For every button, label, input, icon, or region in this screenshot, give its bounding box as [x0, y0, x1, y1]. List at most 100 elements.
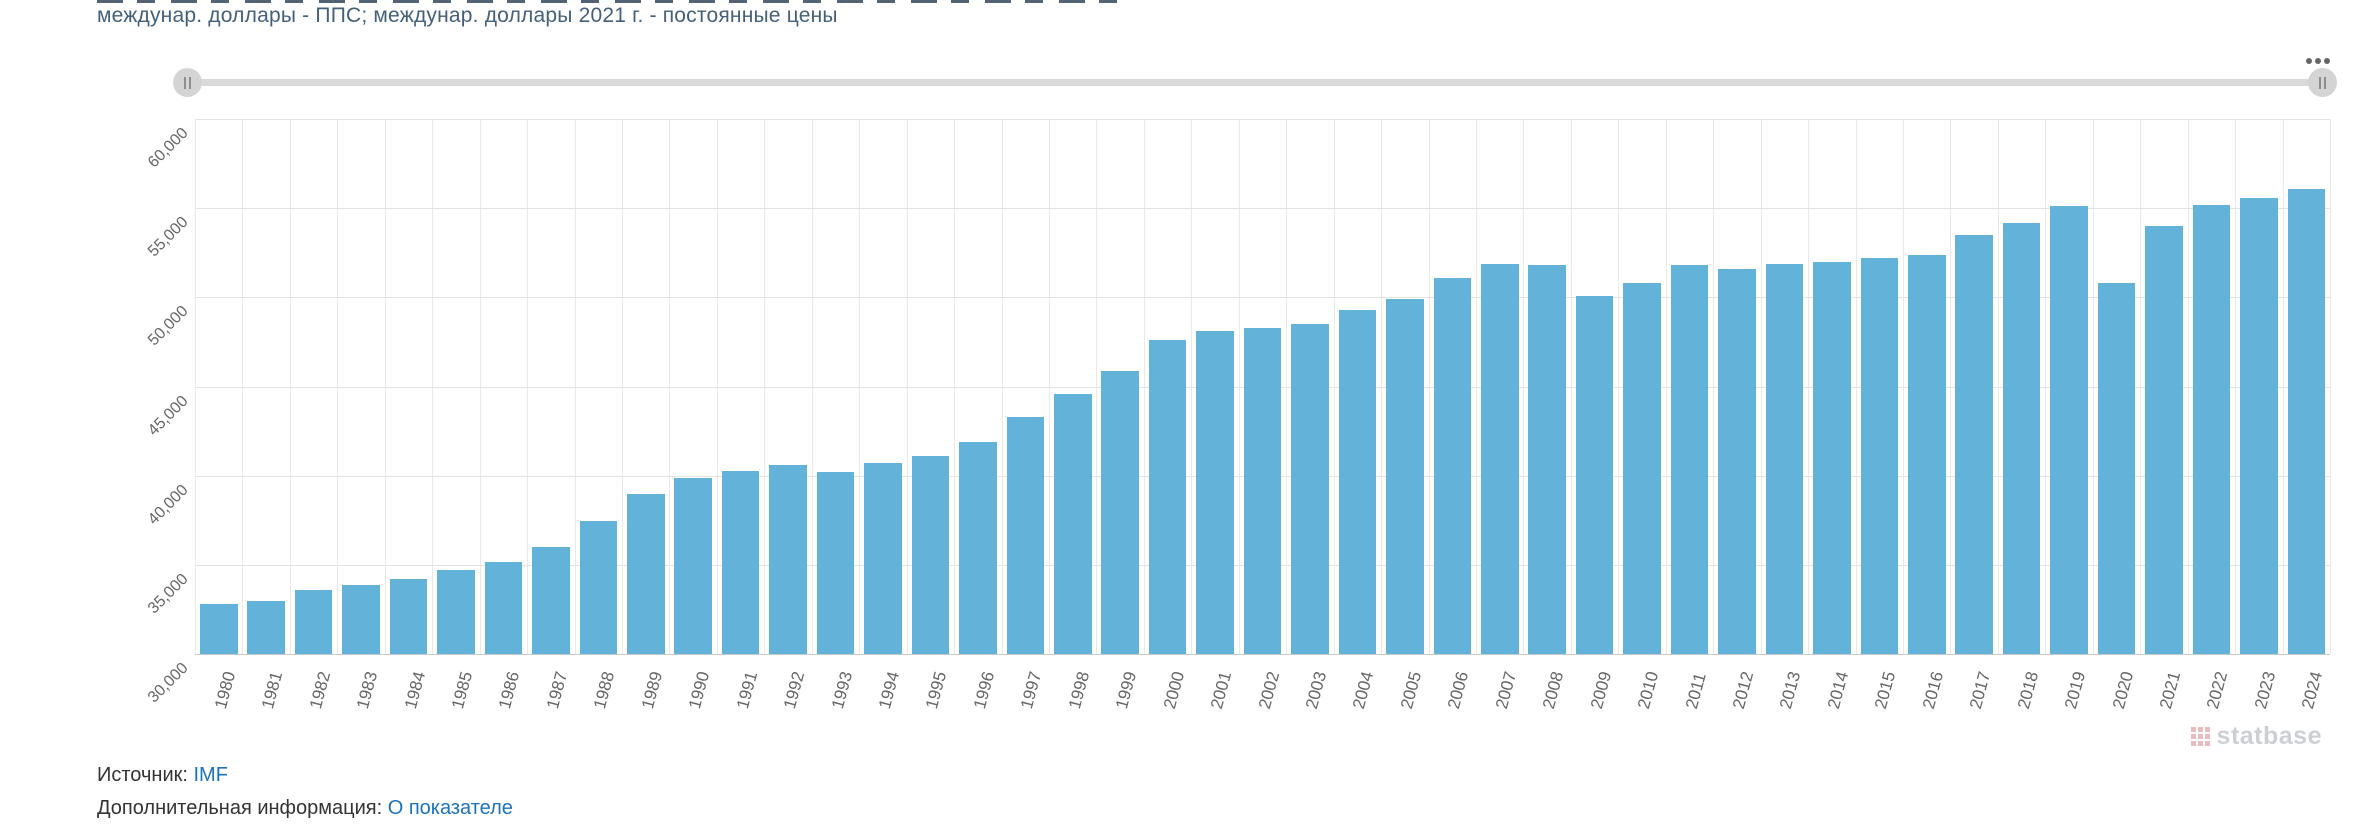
- bar-2000[interactable]: [1148, 340, 1187, 655]
- x-axis-tick-label: 2018: [2013, 669, 2042, 711]
- x-axis-tick-label: 2020: [2108, 669, 2137, 711]
- bar-2012[interactable]: [1718, 268, 1756, 655]
- x-axis-tick-label: 1982: [305, 669, 334, 711]
- bar-2001[interactable]: [1196, 331, 1234, 655]
- x-axis-tick-label: 2005: [1396, 669, 1425, 711]
- x-axis-tick-label: 2000: [1159, 669, 1188, 711]
- bar-2010[interactable]: [1623, 283, 1661, 655]
- clipped-text-fragment: [97, 0, 1132, 3]
- bar-1992[interactable]: [769, 465, 807, 655]
- x-axis-tick-label: 2010: [1634, 669, 1663, 711]
- x-axis-tick-label: 1987: [542, 669, 571, 711]
- x-axis-tick-label: 1999: [1112, 669, 1141, 711]
- y-axis-tick-label: 40,000: [145, 481, 192, 529]
- x-axis-tick-label: 1990: [685, 669, 714, 711]
- x-axis-tick-label: 1994: [874, 669, 904, 711]
- watermark-text: statbase: [2216, 722, 2322, 750]
- x-axis-tick-label: 1989: [637, 669, 666, 711]
- bar-2003[interactable]: [1291, 324, 1329, 655]
- bar-2013[interactable]: [1765, 263, 1804, 655]
- x-axis-tick-label: 2002: [1254, 669, 1283, 711]
- bar-2004[interactable]: [1338, 309, 1377, 655]
- range-slider-handle-left[interactable]: [173, 68, 202, 97]
- bar-2021[interactable]: [2145, 226, 2183, 655]
- bar-2015[interactable]: [1860, 258, 1898, 655]
- x-axis-tick-label: 1985: [447, 669, 477, 711]
- bar-1987[interactable]: [532, 547, 570, 655]
- x-axis-tick-label: 2003: [1301, 669, 1331, 711]
- bar-2018[interactable]: [2002, 222, 2041, 655]
- horizontal-gridline: [195, 297, 2330, 299]
- x-axis-tick-label: 2014: [1823, 669, 1852, 711]
- x-axis-tick-label: 1997: [1017, 669, 1046, 711]
- x-axis-tick-label: 2017: [1966, 669, 1995, 711]
- bar-1995[interactable]: [911, 456, 950, 655]
- source-link[interactable]: IMF: [193, 764, 228, 786]
- y-axis-tick-label: 55,000: [145, 213, 192, 261]
- bar-1998[interactable]: [1054, 393, 1092, 655]
- x-axis-tick-label: 2022: [2203, 669, 2232, 711]
- x-axis-tick-label: 1998: [1064, 669, 1093, 711]
- vertical-gridline: [2330, 119, 2331, 655]
- range-slider-track[interactable]: [196, 79, 2314, 86]
- bar-1994[interactable]: [864, 463, 902, 655]
- bar-2019[interactable]: [2050, 206, 2088, 655]
- x-axis-tick-label: 2006: [1444, 669, 1473, 711]
- statbase-logo-icon: [2190, 727, 2210, 746]
- bar-1993[interactable]: [816, 472, 855, 655]
- bar-1985[interactable]: [437, 570, 475, 655]
- range-slider-handle-right[interactable]: [2308, 68, 2337, 97]
- bar-1989[interactable]: [627, 493, 665, 655]
- bar-1982[interactable]: [294, 590, 333, 655]
- bar-2011[interactable]: [1670, 265, 1709, 655]
- x-axis-tick-label: 2024: [2298, 669, 2327, 711]
- bar-1984[interactable]: [389, 579, 428, 655]
- x-axis-tick-label: 2021: [2155, 669, 2185, 711]
- bar-2006[interactable]: [1433, 277, 1471, 655]
- more-options-icon[interactable]: [2306, 58, 2330, 64]
- bar-1986[interactable]: [484, 561, 523, 655]
- x-axis-tick-label: 1981: [258, 669, 287, 711]
- bar-1980[interactable]: [200, 604, 238, 655]
- bar-1983[interactable]: [342, 584, 380, 655]
- bar-2020[interactable]: [2097, 283, 2136, 655]
- y-axis-tick-label: 35,000: [145, 570, 192, 618]
- y-axis-tick-label: 30,000: [145, 659, 192, 707]
- x-axis-tick-label: 2001: [1207, 669, 1236, 711]
- drag-handle-icon: [2324, 76, 2326, 89]
- watermark: statbase: [2190, 722, 2322, 751]
- bar-2014[interactable]: [1813, 261, 1851, 655]
- x-axis-tick-label: 1991: [732, 669, 761, 711]
- bar-1991[interactable]: [721, 470, 760, 655]
- bar-2023[interactable]: [2240, 197, 2278, 655]
- bar-2022[interactable]: [2192, 204, 2231, 655]
- info-line: Дополнительная информация: О показателе: [97, 797, 513, 820]
- x-axis-tick-label: 2015: [1871, 669, 1900, 711]
- bar-2017[interactable]: [1955, 235, 1993, 655]
- y-axis-tick-label: 60,000: [145, 124, 192, 172]
- source-line: Источник: IMF: [97, 764, 228, 787]
- bar-1981[interactable]: [247, 600, 285, 655]
- bar-2007[interactable]: [1481, 263, 1519, 655]
- bar-2016[interactable]: [1908, 254, 1946, 655]
- bar-1996[interactable]: [959, 442, 997, 655]
- bar-2002[interactable]: [1243, 327, 1282, 655]
- bar-1990[interactable]: [674, 477, 712, 655]
- x-axis-tick-label: 2019: [2061, 669, 2090, 711]
- bar-2024[interactable]: [2287, 188, 2325, 655]
- bar-1988[interactable]: [579, 520, 617, 655]
- x-axis-tick-label: 2012: [1728, 669, 1758, 711]
- bar-2009[interactable]: [1575, 295, 1614, 655]
- bar-1999[interactable]: [1101, 370, 1139, 655]
- y-axis-tick-label: 45,000: [145, 392, 192, 439]
- bar-2005[interactable]: [1386, 299, 1424, 655]
- y-axis-tick-label: 50,000: [145, 303, 192, 350]
- x-axis-tick-label: 1995: [922, 669, 951, 711]
- bar-2008[interactable]: [1528, 265, 1566, 655]
- x-axis-tick-label: 2023: [2250, 669, 2279, 711]
- x-axis-tick-label: 2009: [1586, 669, 1615, 711]
- info-link[interactable]: О показателе: [387, 797, 513, 819]
- bar-1997[interactable]: [1006, 417, 1044, 655]
- horizontal-gridline: [195, 119, 2330, 120]
